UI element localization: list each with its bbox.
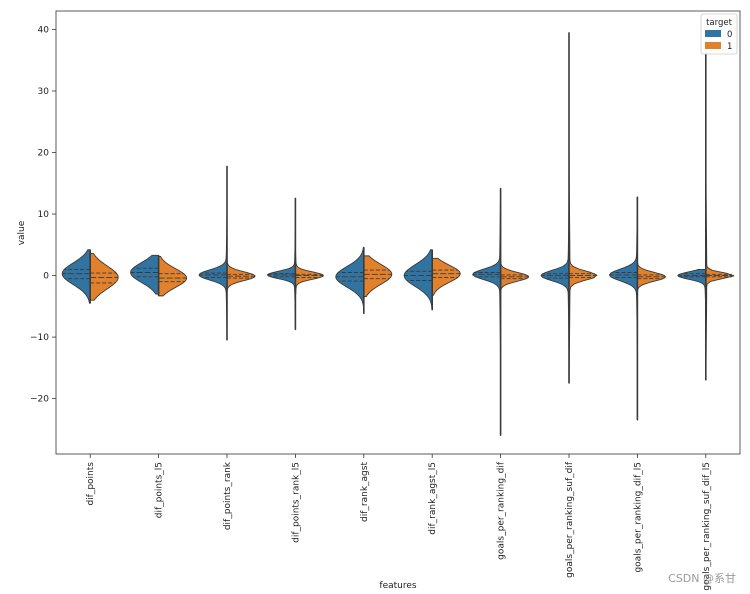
legend-label-1: 1 xyxy=(727,42,732,52)
x-axis: dif_points dif_points_l5 dif_points_rank di… xyxy=(86,454,712,591)
legend: target 0 1 xyxy=(700,13,738,55)
legend-title: target xyxy=(706,18,733,28)
x-tick-label: goals_per_ranking_dif xyxy=(497,461,507,560)
violin-half-1 xyxy=(431,257,461,296)
x-tick-label: dif_points_rank_l5 xyxy=(291,462,301,543)
violins-layer xyxy=(61,32,735,436)
violin-half-1 xyxy=(158,256,188,297)
x-tick-label: goals_per_ranking_dif_l5 xyxy=(633,462,643,573)
plot-area xyxy=(55,10,741,455)
x-tick-label: dif_points_l5 xyxy=(155,462,165,518)
watermark: CSDN @系甘 xyxy=(668,572,736,585)
x-tick-label: goals_per_ranking_suf_dif xyxy=(565,461,575,578)
legend-swatch-0 xyxy=(705,30,721,37)
y-tick-label: 30 xyxy=(38,87,50,97)
legend-label-0: 0 xyxy=(727,30,732,40)
y-axis: −20 −10 0 10 20 30 40 xyxy=(30,25,56,405)
y-tick-label: 20 xyxy=(38,149,50,159)
x-tick-label: goals_per_ranking_suf_dif_l5 xyxy=(702,462,712,591)
legend-swatch-1 xyxy=(705,42,721,49)
x-axis-label: features xyxy=(379,581,416,591)
violin-half-1 xyxy=(500,261,530,294)
violin-half-0 xyxy=(335,246,365,315)
violin-half-1 xyxy=(89,252,119,301)
x-tick-label: dif_rank_agst_l5 xyxy=(428,462,438,535)
y-tick-label: −10 xyxy=(30,333,49,343)
y-axis-label: value xyxy=(17,220,27,245)
violin-half-0 xyxy=(61,249,91,304)
violin-half-0 xyxy=(403,249,433,311)
y-tick-label: −20 xyxy=(30,395,49,405)
y-tick-label: 10 xyxy=(38,210,50,220)
violin-half-1 xyxy=(363,255,393,297)
y-tick-label: 0 xyxy=(43,272,49,282)
y-tick-label: 40 xyxy=(38,25,50,35)
x-tick-label: dif_points_rank xyxy=(223,461,233,530)
x-tick-label: dif_points xyxy=(86,462,96,506)
violin-half-0 xyxy=(130,254,160,295)
x-tick-label: dif_rank_agst xyxy=(360,462,370,522)
